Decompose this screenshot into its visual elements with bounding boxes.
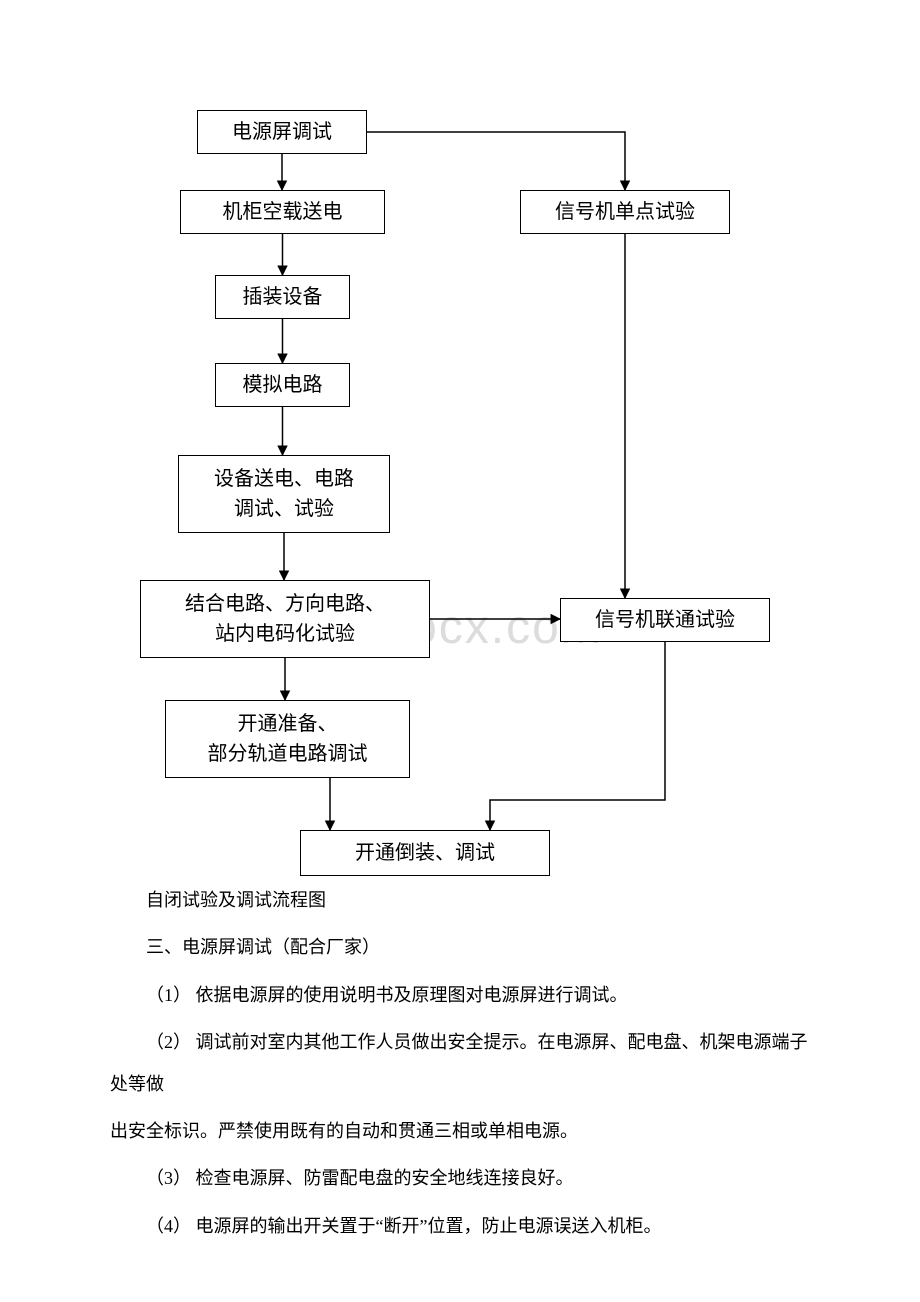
flowchart-node: 开通准备、 部分轨道电路调试 [165,700,410,778]
paragraph: （3） 检查电源屏、防雷配电盘的安全地线连接良好。 [110,1158,810,1199]
body-text: 自闭试验及调试流程图 三、电源屏调试（配合厂家） （1） 依据电源屏的使用说明书… [0,880,920,1293]
flowchart-node: 信号机联通试验 [560,598,770,642]
flowchart: www.bdocx.com 电源屏调试机柜空载送电信号机单点试验插装设备模拟电路… [0,0,920,880]
flowchart-node: 插装设备 [215,275,350,319]
flowchart-node: 机柜空载送电 [180,190,385,234]
section-title: 三、电源屏调试（配合厂家） [110,927,810,968]
flowchart-node: 开通倒装、调试 [300,830,550,876]
flowchart-edges [0,0,920,880]
flowchart-node: 模拟电路 [215,363,350,407]
flowchart-caption: 自闭试验及调试流程图 [110,880,810,921]
paragraph: （1） 依据电源屏的使用说明书及原理图对电源屏进行调试。 [110,975,810,1016]
flowchart-node: 结合电路、方向电路、 站内电码化试验 [140,580,430,658]
flowchart-node: 设备送电、电路 调试、试验 [178,455,390,533]
flowchart-node: 信号机单点试验 [520,190,730,234]
flowchart-node: 电源屏调试 [197,110,367,154]
paragraph: 出安全标识。严禁使用既有的自动和贯通三相或单相电源。 [110,1111,810,1152]
paragraph: （2） 调试前对室内其他工作人员做出安全提示。在电源屏、配电盘、机架电源端子处等… [110,1022,810,1105]
paragraph: （4） 电源屏的输出开关置于“断开”位置，防止电源误送入机柜。 [110,1206,810,1247]
